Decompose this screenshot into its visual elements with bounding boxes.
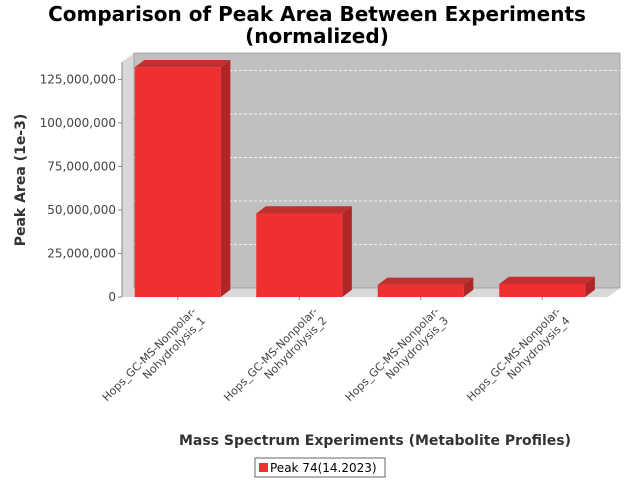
x-tick-label: Hops_GC-MS-Nonpolar-Nohydrolysis_3	[343, 305, 451, 413]
legend: Peak 74(14.2023)	[254, 457, 386, 478]
y-axis: 0 25,000,000 50,000,000 75,000,000 100,000,0…	[40, 62, 123, 304]
x-tick-label: Hops_GC-MS-Nonpolar-Nohydrolysis_1	[100, 305, 208, 413]
bar-front	[134, 67, 221, 297]
x-tick-label-line: Hops_GC-MS-Nonpolar-	[100, 305, 199, 404]
bar-front	[499, 283, 586, 297]
y-tick-label: 100,000,000	[40, 116, 116, 130]
bar	[499, 276, 595, 297]
y-axis-label: Peak Area (1e-3)	[13, 114, 29, 247]
bar-front	[377, 284, 464, 297]
legend-label: Peak 74(14.2023)	[270, 461, 377, 475]
x-tick-label-line: Hops_GC-MS-Nonpolar-	[464, 305, 563, 404]
chart-title: Comparison of Peak Area Between Experime…	[48, 2, 586, 26]
bar-side	[220, 60, 231, 298]
y-tick-label: 125,000,000	[40, 72, 116, 86]
plot-left-wall	[122, 53, 134, 297]
bar-side	[342, 206, 352, 297]
bar	[377, 277, 474, 297]
bar-top	[256, 206, 352, 214]
x-tick-label-line: Hops_GC-MS-Nonpolar-	[221, 305, 320, 404]
legend-swatch	[259, 463, 268, 472]
bar	[256, 206, 352, 297]
bars	[134, 60, 595, 298]
bar-side	[463, 277, 474, 297]
bar-side	[585, 276, 595, 297]
x-axis: Hops_GC-MS-Nonpolar-Nohydrolysis_1 Hops_G…	[100, 297, 573, 413]
x-tick-label-line: Hops_GC-MS-Nonpolar-	[343, 305, 442, 404]
bar-top	[134, 60, 231, 68]
bar	[134, 60, 231, 298]
bar-front	[256, 213, 343, 297]
y-tick-label: 75,000,000	[47, 159, 116, 173]
legend-box	[254, 457, 386, 478]
y-tick-label: 25,000,000	[47, 246, 116, 260]
x-axis-label: Mass Spectrum Experiments (Metabolite Pr…	[179, 433, 571, 449]
chart-subtitle: (normalized)	[245, 24, 389, 48]
y-tick-label: 50,000,000	[47, 203, 116, 217]
x-tick-label: Hops_GC-MS-Nonpolar-Nohydrolysis_4	[464, 305, 572, 413]
plot-floor	[122, 288, 620, 297]
y-tick-label: 0	[108, 290, 116, 304]
x-tick-label: Hops_GC-MS-Nonpolar-Nohydrolysis_2	[221, 305, 329, 413]
bar-top	[377, 277, 474, 285]
bar-top	[499, 276, 595, 284]
